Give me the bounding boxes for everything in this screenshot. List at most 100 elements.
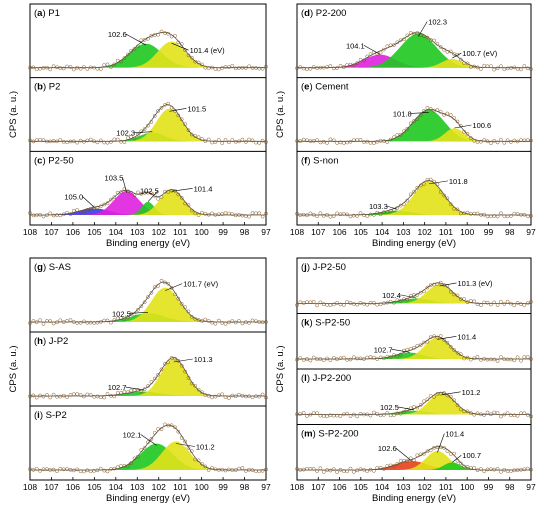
annotation-arrow xyxy=(125,386,144,391)
x-tick-label: 99 xyxy=(218,482,228,492)
peak-d-2 xyxy=(297,33,531,68)
x-tick-label: 99 xyxy=(484,482,494,492)
annotation-arrow xyxy=(454,124,472,129)
envelope-a xyxy=(30,32,266,69)
chart-block-1: (a) P1 102.6 101.4 (eV) (b) P2 102.3 101.5 (c)… xyxy=(8,3,271,249)
panel-title-c: (c) P2-50 xyxy=(34,155,74,166)
annotation-a-2: 101.4 (eV) xyxy=(190,46,226,55)
annotation-c-1: 105.0 xyxy=(64,192,83,201)
annotation-arrow xyxy=(437,336,457,340)
panel-a: (a) P1 102.6 101.4 (eV) xyxy=(28,8,268,72)
y-axis-label: CPS (a. u.) xyxy=(8,346,19,393)
plot-frame xyxy=(29,3,267,226)
envelope-h xyxy=(30,357,266,397)
peak-f-2 xyxy=(297,180,531,215)
annotation-c-4: 101.4 xyxy=(194,184,213,193)
panel-title-m: (m) S-P2-200 xyxy=(301,429,359,440)
annotation-d-1: 104.1 xyxy=(346,41,365,50)
panel-title-g: (g) S-AS xyxy=(34,262,71,273)
annotation-arrow xyxy=(122,177,127,193)
panel-title-b: (b) P2 xyxy=(34,82,60,93)
x-tick-label: 97 xyxy=(261,227,271,237)
annotation-b-2: 101.5 xyxy=(187,104,206,113)
annotation-f-2: 101.8 xyxy=(449,177,468,186)
y-axis-label: CPS (a. u.) xyxy=(275,91,286,138)
raw-data-j xyxy=(295,280,533,308)
annotation-m-2: 101.4 xyxy=(445,429,464,438)
panel-i: (i) S-P2 102.1 101.2 xyxy=(28,405,268,474)
raw-data-k xyxy=(295,334,533,363)
annotation-arrow xyxy=(441,391,461,396)
annotation-arrow xyxy=(439,282,457,287)
annotation-arrow xyxy=(129,312,149,314)
annotation-e-2: 100.6 xyxy=(472,121,491,130)
panel-l: (l) J-P2-200 102.5 101.2 xyxy=(295,368,533,419)
annotation-arrow xyxy=(171,42,189,51)
annotation-g-1: 102.5 xyxy=(112,309,131,318)
peak-a-1 xyxy=(30,43,266,68)
annotation-l-1: 102.5 xyxy=(380,403,399,412)
peak-e-1 xyxy=(297,109,531,142)
x-tick-label: 97 xyxy=(526,227,536,237)
annotation-j-1: 102.4 xyxy=(382,291,401,300)
annotation-arrow xyxy=(173,358,193,363)
panel-b: (b) P2 102.3 101.5 xyxy=(28,77,268,145)
x-tick-label: 98 xyxy=(505,482,515,492)
annotation-arrow xyxy=(363,45,381,55)
annotation-l-2: 101.2 xyxy=(462,388,481,397)
x-tick-label: 101 xyxy=(439,482,453,492)
annotation-a-1: 102.6 xyxy=(108,30,127,39)
x-tick-label: 100 xyxy=(195,227,209,237)
x-tick-label: 108 xyxy=(23,227,37,237)
annotation-e-1: 101.8 xyxy=(393,109,412,118)
x-tick-label: 97 xyxy=(261,482,271,492)
raw-data-m xyxy=(295,445,533,474)
peak-h-2 xyxy=(30,358,266,396)
raw-data-i xyxy=(28,422,268,474)
x-tick-label: 104 xyxy=(375,482,389,492)
annotation-h-2: 101.3 xyxy=(194,355,213,364)
panel-e: (e) Cement 101.8 100.6 xyxy=(295,77,533,145)
annotation-k-1: 102.7 xyxy=(374,345,393,354)
x-tick-label: 107 xyxy=(44,482,58,492)
x-tick-label: 102 xyxy=(418,227,432,237)
annotation-c-2: 103.5 xyxy=(105,173,124,182)
annotation-k-2: 101.4 xyxy=(457,332,476,341)
annotation-arrow xyxy=(147,190,159,202)
annotation-arrow xyxy=(165,283,183,291)
envelope-g xyxy=(30,281,266,323)
annotation-arrow xyxy=(437,433,445,453)
panel-c: (c) P2-50 105.0 103.5 102.5 101.4 xyxy=(28,150,268,219)
x-tick-label: 107 xyxy=(311,227,325,237)
x-tick-label: 106 xyxy=(332,482,346,492)
x-tick-label: 101 xyxy=(173,227,187,237)
annotation-arrow xyxy=(169,108,187,112)
panel-f: (f) S-non 103.3 101.8 xyxy=(295,150,533,219)
x-tick-label: 108 xyxy=(23,482,37,492)
raw-data-l xyxy=(295,391,533,419)
panel-title-e: (e) Cement xyxy=(301,82,349,93)
annotation-arrow xyxy=(140,434,157,446)
raw-data-b xyxy=(28,101,268,145)
x-tick-label: 105 xyxy=(354,482,368,492)
panel-title-j: (j) J-P2-50 xyxy=(301,262,346,273)
peak-g-2 xyxy=(30,287,266,322)
raw-data-e xyxy=(295,106,533,145)
x-tick-label: 105 xyxy=(354,227,368,237)
x-tick-label: 107 xyxy=(44,227,58,237)
annotation-d-2: 102.3 xyxy=(428,18,447,27)
panel-title-i: (i) S-P2 xyxy=(34,410,67,421)
panel-j: (j) J-P2-50 102.4 101.3 (eV) xyxy=(295,262,533,308)
annotation-g-2: 101.7 (eV) xyxy=(183,280,219,289)
annotation-arrow xyxy=(175,443,195,447)
annotation-arrow xyxy=(397,406,415,411)
peak-k-2 xyxy=(297,337,531,359)
annotation-i-1: 102.1 xyxy=(123,430,142,439)
annotation-m-1: 102.6 xyxy=(378,444,397,453)
x-tick-label: 103 xyxy=(130,482,144,492)
x-tick-label: 98 xyxy=(240,227,250,237)
peak-c-3 xyxy=(30,201,266,215)
raw-data-h xyxy=(28,356,268,400)
x-tick-label: 106 xyxy=(332,227,346,237)
